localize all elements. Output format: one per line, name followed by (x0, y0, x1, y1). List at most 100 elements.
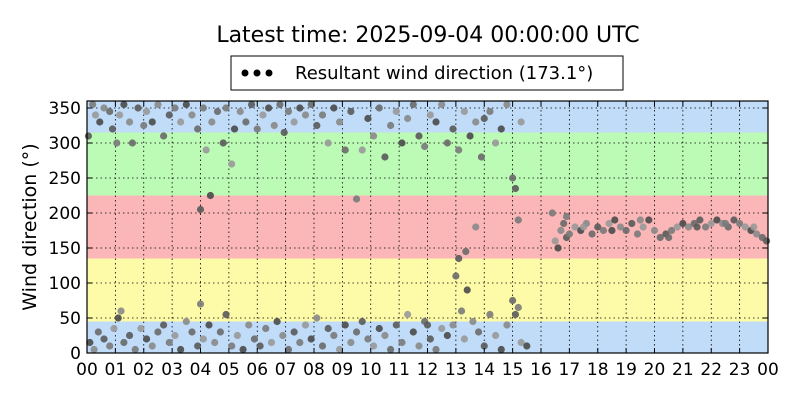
x-tick-label: 14 (473, 360, 495, 380)
data-point (90, 345, 98, 354)
data-point (511, 184, 520, 193)
data-point (605, 219, 613, 228)
data-point (324, 139, 332, 147)
data-point (213, 107, 222, 116)
data-point (91, 111, 100, 119)
x-tick-label: 16 (530, 360, 552, 380)
data-point (165, 111, 173, 119)
data-point (463, 286, 471, 294)
data-point (199, 335, 207, 343)
data-point (313, 121, 321, 130)
data-point (313, 314, 321, 322)
y-axis-label: Wind direction (°) (19, 143, 41, 310)
y-tick-label: 150 (49, 239, 81, 259)
data-point (560, 219, 568, 228)
data-point (242, 118, 250, 126)
data-point (562, 212, 571, 221)
data-point (628, 219, 636, 228)
data-point (721, 219, 730, 228)
data-point (108, 125, 117, 133)
data-point (131, 345, 139, 354)
data-point (398, 139, 406, 147)
axis-ticks: 00 01 02 03 04 05 06 07 08 09 10 11 12 13 14 15 16 17 18 19… (49, 99, 779, 380)
data-point (457, 307, 466, 315)
data-point (554, 244, 562, 252)
data-point (335, 118, 344, 126)
data-point (233, 331, 241, 340)
data-point (551, 237, 559, 245)
data-point (208, 118, 216, 126)
data-point (579, 223, 588, 231)
legend: Resultant wind direction (173.1°) (230, 55, 624, 91)
data-point (273, 317, 281, 326)
data-point (202, 146, 210, 154)
x-tick-label: 12 (417, 360, 439, 380)
x-tick-label: 02 (133, 360, 155, 380)
data-point (128, 139, 136, 147)
data-point (216, 328, 224, 336)
data-point (253, 125, 261, 133)
data-point (455, 146, 463, 154)
data-point (423, 321, 432, 329)
data-point (171, 104, 179, 112)
data-point (472, 118, 480, 126)
x-tick-label: 19 (615, 360, 637, 380)
data-point (404, 114, 412, 123)
data-point (307, 335, 315, 343)
data-point (452, 272, 460, 280)
data-point (713, 216, 721, 224)
x-tick-label: 15 (502, 360, 524, 380)
legend-marker (265, 69, 273, 77)
data-point (205, 321, 213, 329)
data-point (114, 314, 122, 322)
data-point (160, 132, 168, 140)
data-point (492, 331, 500, 340)
data-point (622, 226, 630, 235)
data-point (741, 223, 749, 231)
data-point (509, 296, 517, 305)
x-tick-label: 09 (332, 360, 354, 380)
data-point (369, 132, 378, 140)
data-point (352, 328, 361, 336)
data-point (347, 107, 355, 116)
data-point (247, 100, 256, 109)
data-point (307, 100, 315, 109)
data-point (462, 247, 470, 256)
data-point (245, 321, 253, 329)
data-point (239, 345, 247, 354)
data-point (701, 223, 710, 231)
data-point (318, 342, 327, 350)
data-point (84, 132, 93, 140)
data-point (165, 338, 173, 347)
data-point (480, 114, 488, 123)
data-point (154, 100, 162, 109)
data-point (432, 345, 440, 354)
data-point (256, 342, 264, 350)
data-point (460, 107, 468, 116)
data-point (194, 125, 202, 133)
data-point (381, 331, 389, 340)
x-tick-label: 11 (388, 360, 410, 380)
data-point (599, 226, 608, 235)
data-point (106, 342, 114, 350)
data-point (341, 146, 349, 154)
x-tick-label: 07 (275, 360, 297, 380)
data-point (330, 331, 338, 340)
data-point (469, 317, 477, 326)
x-tick-label: 01 (105, 360, 127, 380)
chart-title: Latest time: 2025-09-04 00:00:00 UTC (216, 23, 639, 48)
data-point (404, 310, 412, 319)
x-tick-label: 17 (559, 360, 581, 380)
data-point (301, 111, 310, 119)
data-point (497, 345, 505, 354)
data-point (358, 317, 366, 326)
data-point (679, 219, 687, 228)
data-point (387, 345, 395, 354)
data-point (750, 223, 758, 231)
data-point (358, 146, 366, 154)
data-point (480, 342, 488, 350)
wind-direction-points (84, 100, 771, 354)
data-point (148, 342, 156, 350)
data-point (265, 104, 273, 112)
x-tick-label: 04 (190, 360, 212, 380)
